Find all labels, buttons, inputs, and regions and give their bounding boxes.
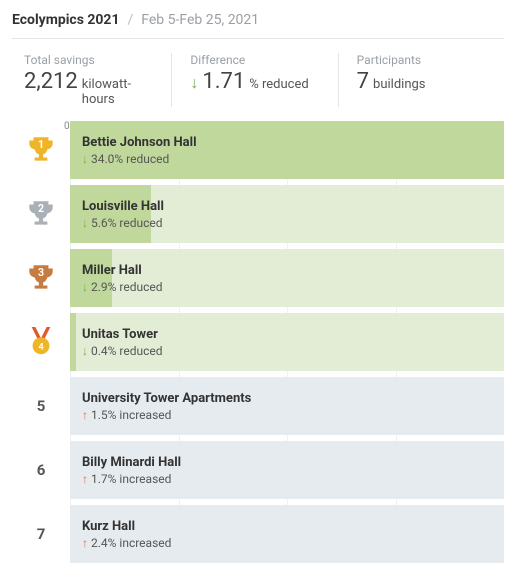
building-name: University Tower Apartments [82,391,492,406]
arrow-down-icon: ↓ [190,73,198,93]
stat-unit: buildings [373,77,425,92]
arrow-up-icon: ↑ [82,472,88,486]
building-name: Miller Hall [82,263,492,278]
leaderboard: 1 Bettie Johnson Hall ↓ 34.0% reduced 2 L… [12,121,504,563]
stat-participants: Participants 7 buildings [338,53,504,107]
bar: Kurz Hall ↑ 2.4% increased [70,505,504,563]
change-text: ↓ 5.6% reduced [82,216,492,230]
rank: 6 [12,441,70,499]
change-text: ↓ 0.4% reduced [82,344,492,358]
bar: Louisville Hall ↓ 5.6% reduced [70,185,504,243]
leaderboard-row: 5 University Tower Apartments ↑ 1.5% incre… [12,377,504,435]
arrow-down-icon: ↓ [82,152,88,166]
arrow-up-icon: ↑ [82,408,88,422]
stat-label: Difference [190,53,319,67]
building-name: Kurz Hall [82,519,492,534]
change-text: ↑ 1.7% increased [82,472,492,486]
header: Ecolympics 2021 / Feb 5-Feb 25, 2021 [12,12,504,39]
trophy-icon: 2 [24,197,58,231]
stat-difference: Difference ↓ 1.71 % reduced [171,53,337,107]
change-text: ↓ 34.0% reduced [82,152,492,166]
building-name: Bettie Johnson Hall [82,135,492,150]
arrow-down-icon: ↓ [82,280,88,294]
svg-text:3: 3 [38,266,44,279]
arrow-up-icon: ↑ [82,536,88,550]
arrow-down-icon: ↓ [82,216,88,230]
rank: 1 [12,121,70,179]
leaderboard-row: 1 Bettie Johnson Hall ↓ 34.0% reduced [12,121,504,179]
stat-value: 7 [357,69,369,94]
bar: Miller Hall ↓ 2.9% reduced [70,249,504,307]
rank: 7 [12,505,70,563]
change-text: ↓ 2.9% reduced [82,280,492,294]
stat-value: 2,212 [24,69,78,94]
change-text: ↑ 2.4% increased [82,536,492,550]
bar: University Tower Apartments ↑ 1.5% increa… [70,377,504,435]
stats-row: Total savings 2,212 kilowatt-hours Diffe… [12,43,504,121]
building-name: Unitas Tower [82,327,492,342]
change-text: ↑ 1.5% increased [82,408,492,422]
svg-text:2: 2 [38,202,44,215]
page-title: Ecolympics 2021 [12,12,120,28]
leaderboard-row: 6 Billy Minardi Hall ↑ 1.7% increased [12,441,504,499]
building-name: Louisville Hall [82,199,492,214]
stat-unit: kilowatt-hours [82,77,154,107]
separator: / [128,12,134,28]
svg-text:4: 4 [38,342,44,353]
leaderboard-row: 3 Miller Hall ↓ 2.9% reduced [12,249,504,307]
stat-total-savings: Total savings 2,212 kilowatt-hours [12,53,171,107]
arrow-down-icon: ↓ [82,344,88,358]
building-name: Billy Minardi Hall [82,455,492,470]
date-range: Feb 5-Feb 25, 2021 [141,12,259,28]
svg-text:1: 1 [38,138,44,151]
trophy-icon: 1 [24,133,58,167]
rank: 5 [12,377,70,435]
leaderboard-row: 7 Kurz Hall ↑ 2.4% increased [12,505,504,563]
rank: 4 [12,313,70,371]
rank: 3 [12,249,70,307]
bar: Bettie Johnson Hall ↓ 34.0% reduced [70,121,504,179]
rank: 2 [12,185,70,243]
stat-label: Total savings [24,53,153,67]
leaderboard-row: 2 Louisville Hall ↓ 5.6% reduced [12,185,504,243]
bar: Unitas Tower ↓ 0.4% reduced [70,313,504,371]
bar: Billy Minardi Hall ↑ 1.7% increased [70,441,504,499]
stat-unit: % reduced [249,77,308,92]
trophy-icon: 3 [24,261,58,295]
stat-label: Participants [357,53,486,67]
medal-icon: 4 [26,325,56,359]
stat-value: 1.71 [202,69,245,94]
leaderboard-row: 4 Unitas Tower ↓ 0.4% reduced [12,313,504,371]
